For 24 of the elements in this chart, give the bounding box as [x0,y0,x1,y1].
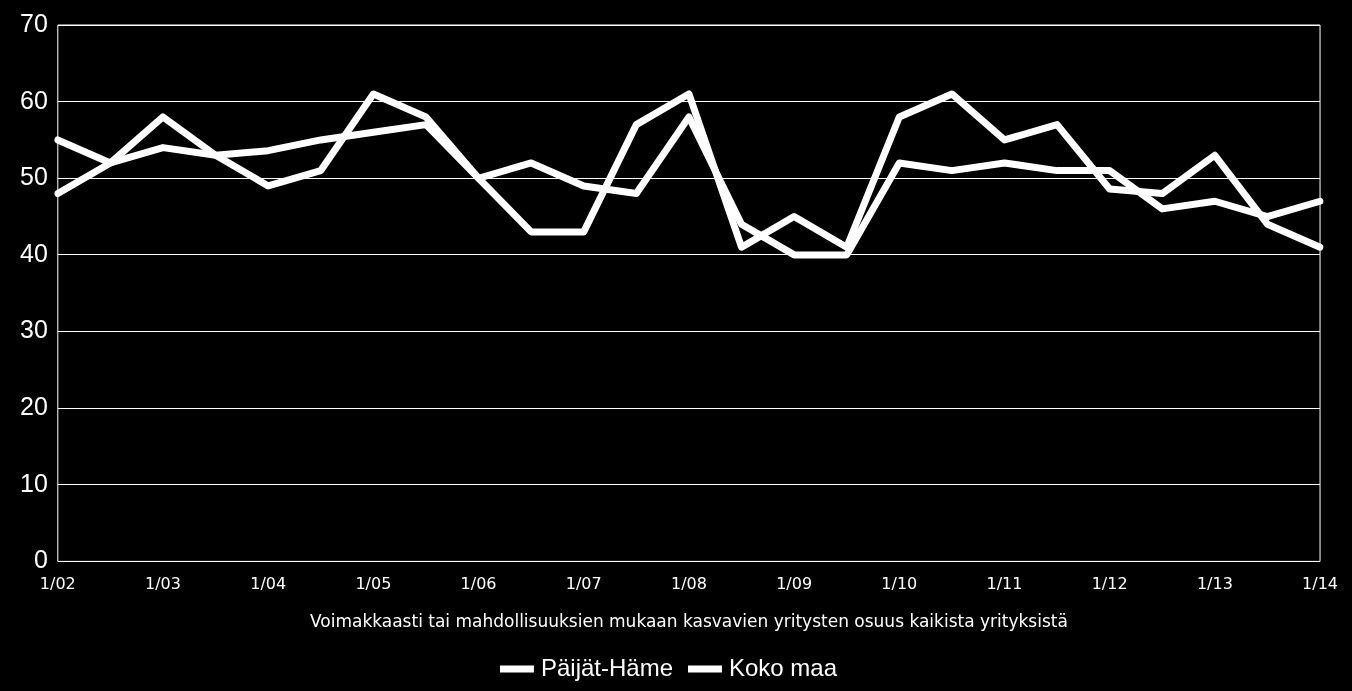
y-tick-label: 10 [20,468,48,497]
y-tick-label: 0 [33,545,48,574]
x-tick-label: 1/12 [1091,574,1128,594]
x-tick-label: 1/02 [39,574,76,594]
y-tick-label: 60 [20,85,48,114]
y-tick-label: 70 [20,8,48,37]
x-tick-label: 1/13 [1196,574,1233,594]
x-tick-label: 1/09 [776,574,813,594]
x-tick-label: 1/14 [1302,574,1338,594]
x-tick-label: 1/03 [145,574,181,594]
y-tick-label: 50 [20,162,48,191]
x-tick-label: 1/08 [670,574,707,594]
x-tick-label: 1/07 [565,574,602,594]
y-tick-label: 30 [20,315,48,344]
legend-label: Päijät-Häme [540,653,673,681]
y-tick-label: 40 [20,238,48,267]
y-tick-label: 20 [20,392,48,421]
x-axis-title: Voimakkaasti tai mahdollisuuksien mukaan kasvavien yritysten osuus kaikista yrityksistä [309,611,1068,632]
x-tick-label: 1/05 [355,574,392,594]
x-tick-label: 1/10 [881,574,918,594]
x-tick-label: 1/11 [986,574,1023,594]
legend-label: Koko maa [728,653,838,681]
x-tick-label: 1/06 [460,574,497,594]
x-tick-label: 1/04 [250,574,287,594]
